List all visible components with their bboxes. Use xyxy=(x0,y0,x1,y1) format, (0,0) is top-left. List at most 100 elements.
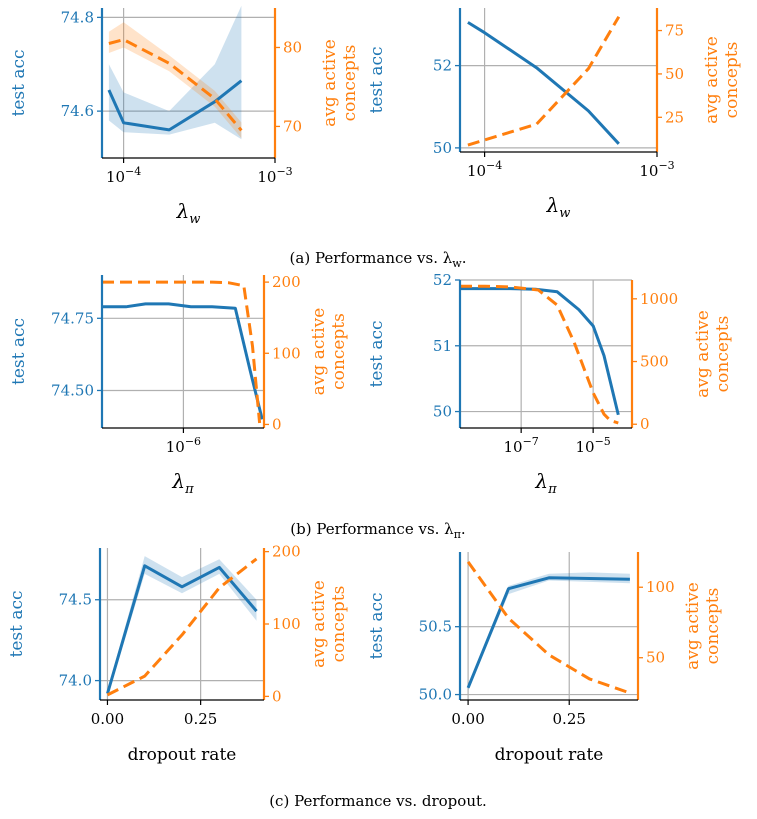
xlabel-main: λ xyxy=(534,469,548,493)
ylabel-concepts-line1: avg active xyxy=(320,39,340,127)
ylabel-concepts-line2: concepts xyxy=(703,588,723,665)
xlabel-sub: w xyxy=(559,206,570,221)
ylabel-concepts-line2: concepts xyxy=(329,313,349,390)
y2tick-label-1: 500 xyxy=(640,353,669,371)
caption-a-text: (a) Performance vs. λ xyxy=(290,249,453,267)
line-test-acc xyxy=(106,564,258,694)
line-concepts xyxy=(466,561,631,695)
xtick-label-0: 0.00 xyxy=(451,710,484,728)
line-concepts xyxy=(460,284,619,425)
xlabel-main: λ xyxy=(171,469,185,493)
ylabel-concepts-line2: concepts xyxy=(340,45,360,122)
ylabel-concepts-line2: concepts xyxy=(722,42,742,119)
y2tick-label-1: 100 xyxy=(272,344,301,362)
xtick-exp: −3 xyxy=(276,165,292,178)
xlabel: dropout rate xyxy=(128,745,237,765)
ylabel-concepts: avg activeconcepts xyxy=(693,310,733,398)
xlabel-main: λ xyxy=(176,199,190,223)
caption-b-period: . xyxy=(461,520,466,538)
xtick-label-0: 10−4 xyxy=(106,165,141,186)
ylabel-concepts: avg activeconcepts xyxy=(320,39,360,127)
xlabel-sub: w xyxy=(189,212,200,227)
y2tick-label-0: 25 xyxy=(665,108,684,126)
xtick-exp: −5 xyxy=(595,435,611,448)
caption-c: (c) Performance vs. dropout. xyxy=(269,792,487,810)
xtick-exp: −3 xyxy=(658,159,674,172)
line-concepts xyxy=(467,15,621,147)
line-concepts xyxy=(108,38,243,132)
xtick-base: 10 xyxy=(166,438,185,456)
xlabel-main: λ xyxy=(546,193,560,217)
ytick-label-0: 50 xyxy=(433,403,452,421)
band-test-acc xyxy=(107,556,257,697)
ylabel-test-acc: test acc xyxy=(367,592,387,659)
chart-c-left: 74.0 74.5 0 100 200 0.00 0.25 dropout rate test … xyxy=(7,543,349,765)
chart-c-right: 50.0 50.5 50 100 0.00 0.25 dropout rate test ac… xyxy=(367,552,723,765)
ytick-label-0: 74.50 xyxy=(51,381,94,399)
xlabel-sub: π xyxy=(184,482,194,497)
y2tick-label-0: 0 xyxy=(272,687,282,705)
ytick-label-1: 74.75 xyxy=(51,309,94,327)
line-test-acc xyxy=(467,21,620,145)
band-concepts xyxy=(108,22,242,139)
xtick-exp: −6 xyxy=(185,435,201,448)
y2tick-label-1: 80 xyxy=(283,38,302,56)
xtick-exp: −7 xyxy=(523,435,539,448)
ylabel-test-acc: test acc xyxy=(367,320,387,387)
xtick-exp: −4 xyxy=(125,165,141,178)
ylabel-concepts: avg activeconcepts xyxy=(702,36,742,124)
caption-a-period: . xyxy=(462,249,467,267)
caption-b-text: (b) Performance vs. λ xyxy=(290,520,454,538)
ylabel-concepts: avg activeconcepts xyxy=(309,580,349,668)
ytick-label-0: 50 xyxy=(433,139,452,157)
xtick-label-1: 0.25 xyxy=(553,710,586,728)
ytick-label-1: 74.5 xyxy=(59,591,92,609)
xlabel: λπ xyxy=(171,469,194,497)
y2tick-label-2: 1000 xyxy=(640,290,678,308)
xlabel: λw xyxy=(176,199,201,227)
xtick-label-1: 10−5 xyxy=(575,435,610,456)
ylabel-concepts-line2: concepts xyxy=(329,586,349,663)
line-test-acc xyxy=(107,79,243,132)
y2tick-label-1: 100 xyxy=(272,615,301,633)
xtick-label-0: 10−4 xyxy=(467,159,502,180)
ytick-label-0: 74.6 xyxy=(61,102,94,120)
xtick-base: 10 xyxy=(504,438,523,456)
xtick-exp: −4 xyxy=(486,159,502,172)
y2tick-label-2: 75 xyxy=(665,22,684,40)
xtick-base: 10 xyxy=(639,162,658,180)
caption-b-sub: π xyxy=(454,528,461,541)
ytick-label-1: 52 xyxy=(433,57,452,75)
chart-b-left: 74.50 74.75 0 100 200 10−6 λπ test acc avg activ… xyxy=(9,273,349,497)
y2tick-label-0: 0 xyxy=(272,415,282,433)
ytick-label-1: 50.5 xyxy=(419,618,452,636)
xtick-base: 10 xyxy=(467,162,486,180)
xtick-label-1: 10−3 xyxy=(257,165,292,186)
xlabel-main: dropout rate xyxy=(128,745,237,765)
y2tick-label-1: 50 xyxy=(665,65,684,83)
xlabel: λπ xyxy=(534,469,557,497)
ylabel-concepts-line1: avg active xyxy=(309,580,329,668)
caption-a-sub: w xyxy=(452,257,462,270)
ytick-label-1: 51 xyxy=(433,337,452,355)
caption-a: (a) Performance vs. λw. xyxy=(290,249,467,270)
ylabel-concepts-line1: avg active xyxy=(309,308,329,396)
line-test-acc xyxy=(460,287,620,416)
xlabel: dropout rate xyxy=(495,745,604,765)
line-test-acc xyxy=(102,302,264,420)
xtick-label-0: 0.00 xyxy=(91,710,124,728)
xtick-label-1: 0.25 xyxy=(184,710,217,728)
xtick-base: 10 xyxy=(575,438,594,456)
xlabel: λw xyxy=(546,193,571,221)
ytick-label-1: 74.8 xyxy=(61,8,94,26)
y2tick-label-0: 70 xyxy=(283,117,302,135)
ylabel-concepts-line2: concepts xyxy=(713,316,733,393)
xtick-label-0: 10−6 xyxy=(166,435,201,456)
line-concepts xyxy=(102,280,262,424)
ylabel-concepts-line1: avg active xyxy=(683,582,703,670)
y2tick-label-0: 0 xyxy=(640,415,650,433)
ytick-label-0: 50.0 xyxy=(419,686,452,704)
